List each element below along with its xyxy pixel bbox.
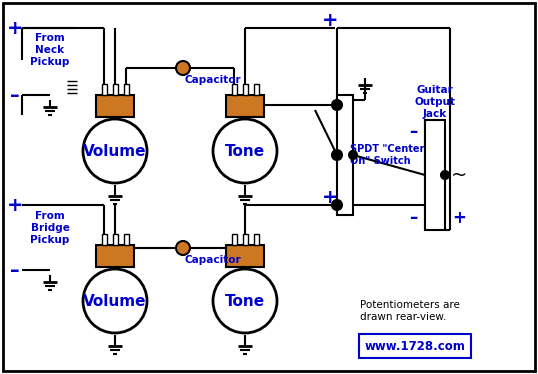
- Bar: [425, 120, 445, 230]
- Circle shape: [176, 241, 190, 255]
- Bar: [112, 234, 117, 245]
- Circle shape: [332, 100, 342, 110]
- Text: +: +: [7, 196, 23, 215]
- Text: Volume: Volume: [83, 144, 147, 159]
- Text: Volume: Volume: [83, 294, 147, 309]
- Circle shape: [83, 269, 147, 333]
- Circle shape: [349, 151, 357, 159]
- Text: +: +: [452, 209, 466, 227]
- Text: –: –: [10, 261, 20, 279]
- Text: Guitar
Output
Jack: Guitar Output Jack: [414, 85, 456, 119]
- Text: Capacitor: Capacitor: [185, 75, 242, 85]
- Circle shape: [176, 61, 190, 75]
- Bar: [124, 84, 129, 95]
- Text: From
Neck
Pickup: From Neck Pickup: [30, 33, 70, 67]
- Text: +: +: [322, 187, 338, 206]
- Circle shape: [83, 119, 147, 183]
- Text: –: –: [10, 86, 20, 104]
- Bar: [337, 95, 353, 215]
- Bar: [231, 84, 237, 95]
- Text: –: –: [409, 123, 417, 141]
- Bar: [243, 84, 247, 95]
- Bar: [253, 84, 258, 95]
- Circle shape: [332, 200, 342, 210]
- Text: From
Bridge
Pickup: From Bridge Pickup: [30, 211, 70, 245]
- Bar: [231, 234, 237, 245]
- Text: –: –: [409, 209, 417, 227]
- Bar: [253, 234, 258, 245]
- Text: ~: ~: [451, 166, 467, 184]
- Bar: [226, 245, 264, 267]
- Bar: [226, 95, 264, 117]
- Bar: [102, 234, 107, 245]
- Text: +: +: [322, 10, 338, 30]
- Text: Tone: Tone: [225, 294, 265, 309]
- Text: +: +: [7, 18, 23, 37]
- Circle shape: [332, 150, 342, 160]
- Text: Capacitor: Capacitor: [185, 255, 242, 265]
- Bar: [96, 245, 134, 267]
- Text: Potentiometers are
drawn rear-view.: Potentiometers are drawn rear-view.: [360, 300, 460, 322]
- Circle shape: [213, 269, 277, 333]
- Bar: [102, 84, 107, 95]
- Bar: [112, 84, 117, 95]
- Bar: [243, 234, 247, 245]
- Bar: [124, 234, 129, 245]
- Circle shape: [213, 119, 277, 183]
- Text: SPDT "Center
On" Switch: SPDT "Center On" Switch: [350, 144, 424, 166]
- Text: Tone: Tone: [225, 144, 265, 159]
- FancyBboxPatch shape: [359, 334, 471, 358]
- Bar: [96, 95, 134, 117]
- Text: www.1728.com: www.1728.com: [365, 340, 465, 353]
- Circle shape: [441, 171, 449, 179]
